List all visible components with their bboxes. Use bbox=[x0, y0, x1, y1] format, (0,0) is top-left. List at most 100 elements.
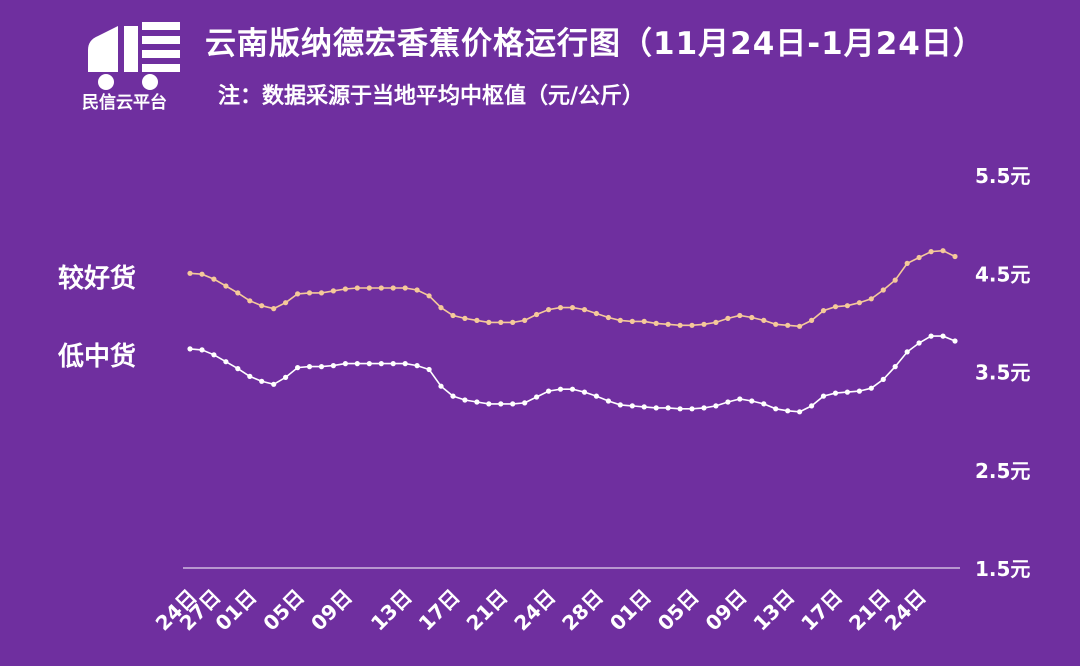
series-good-point bbox=[809, 317, 815, 323]
series-good-point bbox=[534, 311, 540, 318]
series-low-point bbox=[904, 349, 910, 355]
series-low-point bbox=[868, 385, 874, 391]
series-low-point bbox=[283, 374, 289, 380]
series-low-point bbox=[665, 405, 671, 411]
chart-title: 云南版纳德宏香蕉价格运行图（11月24日-1月24日） bbox=[205, 26, 985, 62]
series-low-point bbox=[211, 352, 217, 358]
series-good-point bbox=[737, 312, 743, 319]
series-good-point bbox=[928, 249, 934, 255]
x-tick-label: 01日 bbox=[210, 585, 261, 636]
series-low-point bbox=[247, 373, 253, 379]
series-low-point bbox=[378, 361, 384, 367]
series-good-point bbox=[306, 290, 313, 296]
series-low-point bbox=[761, 401, 767, 407]
series-low-point bbox=[366, 361, 372, 367]
series-good-point bbox=[773, 321, 779, 327]
series-good-point bbox=[665, 321, 671, 327]
x-tick-label: 09日 bbox=[701, 585, 752, 636]
series-low-point bbox=[318, 364, 325, 370]
series-low-point bbox=[474, 399, 480, 405]
series-good-point bbox=[856, 300, 863, 306]
series-good-point bbox=[199, 271, 205, 277]
series-good-point bbox=[318, 290, 325, 296]
series-good-point bbox=[295, 291, 301, 297]
series-good-point bbox=[187, 270, 193, 276]
series-low-point bbox=[342, 361, 348, 367]
series-low-point bbox=[737, 396, 743, 402]
series-low-point bbox=[450, 393, 456, 399]
series-good-point bbox=[653, 320, 659, 326]
series-label-good: 较好货 bbox=[58, 264, 137, 294]
series-low-point bbox=[689, 406, 695, 412]
series-low-point bbox=[390, 361, 396, 367]
series-low-point bbox=[773, 406, 779, 412]
series-good-point bbox=[832, 304, 839, 310]
series-good-point bbox=[785, 322, 791, 328]
series-good-point bbox=[629, 318, 635, 324]
series-low-point bbox=[438, 383, 444, 389]
series-good-point bbox=[916, 254, 922, 261]
series-low-point bbox=[797, 409, 803, 415]
x-tick-label: 01日 bbox=[605, 585, 656, 636]
series-low-point bbox=[522, 400, 528, 406]
series-low-point bbox=[354, 361, 360, 367]
series-good-point bbox=[247, 298, 253, 304]
series-good-point bbox=[462, 315, 468, 321]
series-good-point bbox=[366, 285, 372, 291]
series-low-point bbox=[271, 381, 277, 387]
series-low-point bbox=[462, 397, 468, 403]
series-good-point bbox=[820, 308, 827, 314]
series-good-point bbox=[880, 287, 886, 293]
x-tick-label: 28日 bbox=[557, 585, 608, 636]
series-low-point bbox=[581, 389, 588, 395]
x-tick-label: 17日 bbox=[796, 585, 847, 636]
series-low-point bbox=[641, 404, 647, 410]
series-low-point bbox=[426, 366, 432, 373]
series-low-point bbox=[856, 388, 863, 394]
series-low-point bbox=[880, 376, 886, 382]
series-low-point bbox=[832, 390, 839, 396]
series-good-point bbox=[581, 307, 588, 313]
series-good-point bbox=[486, 319, 492, 325]
x-tick-label: 09日 bbox=[306, 585, 357, 636]
series-low-point bbox=[701, 405, 707, 411]
series-good-point bbox=[474, 317, 480, 323]
series-low-point bbox=[605, 398, 612, 404]
series-low-point bbox=[653, 405, 659, 411]
x-tick-label: 24日 bbox=[880, 585, 931, 636]
series-good-point bbox=[892, 277, 898, 283]
series-good-point bbox=[868, 296, 874, 302]
x-tick-label: 21日 bbox=[462, 585, 513, 636]
series-low-point bbox=[557, 386, 564, 392]
series-good-point bbox=[330, 288, 336, 294]
series-good-point bbox=[904, 260, 910, 266]
series-good-point bbox=[641, 318, 647, 324]
series-good-point bbox=[725, 315, 731, 321]
series-good-point bbox=[522, 317, 528, 323]
series-low-point bbox=[928, 333, 934, 339]
series-low-point bbox=[593, 393, 600, 399]
series-good-point bbox=[797, 323, 803, 329]
series-good-point bbox=[546, 307, 552, 313]
series-low-point bbox=[677, 406, 683, 412]
y-tick-label: 5.5元 bbox=[975, 164, 1030, 188]
series-good-point bbox=[342, 286, 348, 292]
series-low-point bbox=[306, 364, 313, 370]
series-low-point bbox=[414, 363, 420, 369]
series-low-point bbox=[892, 364, 898, 370]
series-good-point bbox=[605, 314, 612, 321]
series-label-low: 低中货 bbox=[58, 342, 137, 372]
series-low-point bbox=[820, 393, 827, 399]
series-low-point bbox=[510, 401, 516, 407]
series-low-point bbox=[785, 408, 791, 414]
series-low-point bbox=[187, 346, 193, 352]
series-good-point bbox=[557, 305, 564, 311]
series-good-point bbox=[952, 253, 958, 260]
series-good-point bbox=[211, 276, 217, 282]
series-low-point bbox=[259, 378, 265, 384]
x-tick-label: 13日 bbox=[748, 585, 799, 636]
series-low-line bbox=[189, 335, 956, 413]
series-low-point bbox=[486, 401, 492, 407]
series-low-point bbox=[330, 363, 336, 369]
y-tick-label: 1.5元 bbox=[975, 557, 1030, 581]
